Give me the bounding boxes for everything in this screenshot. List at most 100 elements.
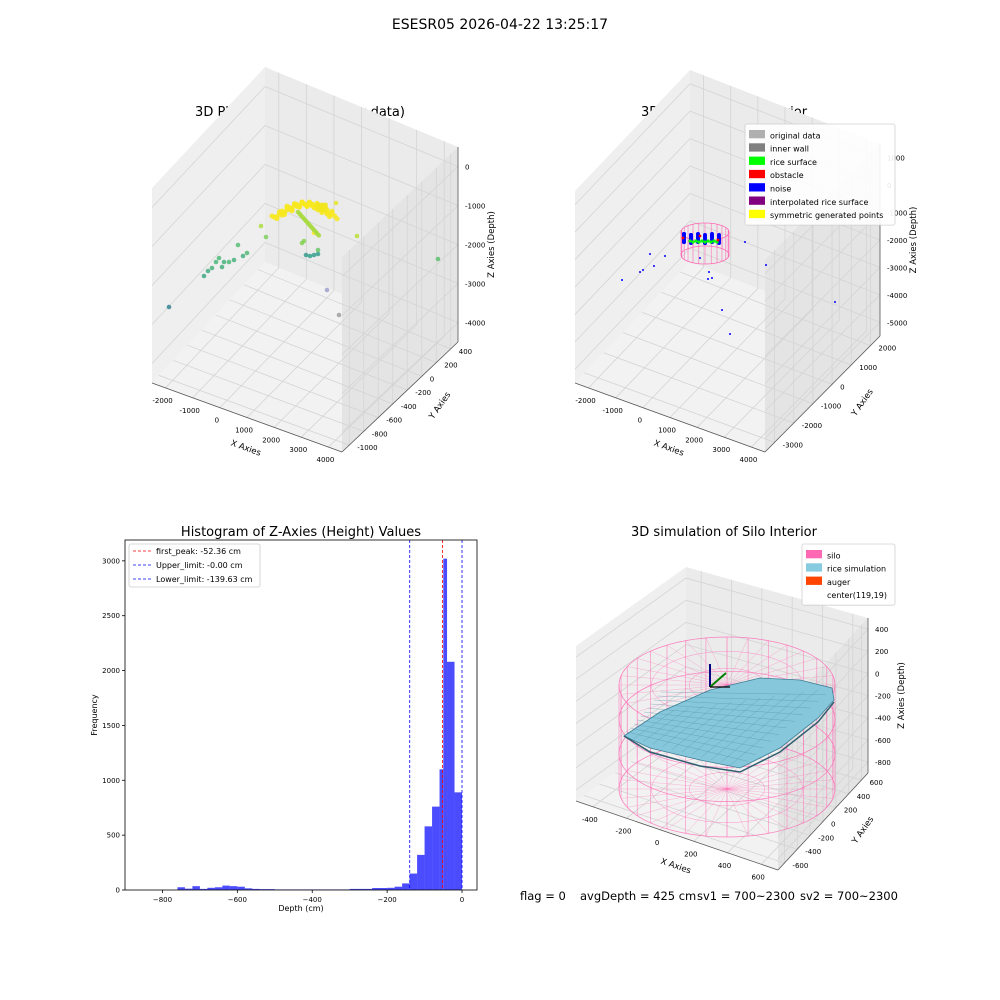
sim-silo-spoke — [627, 770, 728, 790]
cls-rice-surface-point — [703, 240, 707, 244]
histogram-bar — [222, 885, 230, 890]
cls-legend-label: inner wall — [770, 145, 809, 154]
histogram-y-tick-label: 3000 — [102, 557, 120, 565]
histogram-bar — [443, 558, 448, 890]
histogram-bar — [349, 888, 373, 890]
raw-data-point — [209, 265, 215, 271]
sim-surface-mesh — [643, 711, 788, 729]
raw-x-axis-label: X Axies — [229, 439, 262, 459]
raw-surface-point — [289, 205, 295, 211]
sim-legend-label: silo — [827, 551, 841, 560]
histogram-x-axis-label: Depth (cm) — [278, 904, 323, 913]
cls-legend-swatch — [749, 209, 765, 219]
raw-data-point — [354, 233, 360, 239]
cls-noise-point — [621, 279, 623, 281]
cls-x-axis-label: X Axies — [652, 439, 685, 459]
raw-data-point — [324, 287, 330, 293]
sim-surface-mesh — [701, 695, 775, 758]
histogram-y-tick-label: 500 — [107, 832, 120, 840]
cls-noise-point — [710, 234, 714, 238]
sim-x-gridline — [727, 605, 823, 854]
histogram-bar — [214, 887, 223, 890]
cls-z-tick-label: -3000 — [887, 264, 907, 272]
raw-y-tick-label: 200 — [444, 362, 457, 370]
cls-noise-point — [653, 265, 655, 267]
sim-surface-mesh — [660, 691, 827, 695]
raw-y-tick-label: -800 — [372, 430, 388, 438]
raw-data-point — [213, 259, 219, 265]
avg-depth-text: avgDepth = 425 cm — [580, 889, 697, 903]
sim-z-tick-label: -800 — [875, 759, 891, 767]
histogram-bar — [424, 826, 433, 890]
histogram-x-tick-label: 0 — [460, 896, 464, 904]
cls-y-tick-label: -1000 — [821, 403, 841, 411]
raw-data-point — [258, 223, 264, 229]
sim-silo-spoke — [637, 658, 728, 686]
histogram-bar — [387, 887, 395, 890]
raw-z-tick-label: -4000 — [465, 320, 485, 328]
cls-noise-point — [711, 277, 713, 279]
cls-rice-surface-point — [691, 240, 695, 244]
cls-x-gridline — [588, 75, 704, 389]
histogram-title: Histogram of Z-Axies (Height) Values — [181, 525, 421, 540]
cls-z-tick-label: -2000 — [887, 237, 907, 245]
sim-silo-spoke — [726, 637, 749, 686]
sim-surface-mesh — [657, 695, 819, 702]
sim-silo-spoke — [637, 762, 728, 790]
sim-z-tick-label: -600 — [875, 737, 891, 745]
cls-noise-point — [696, 236, 700, 240]
histogram-legend-label: Upper_limit: -0.00 cm — [156, 561, 243, 570]
cls-rice-surface-point — [712, 239, 716, 243]
histogram-bar — [454, 792, 463, 890]
histogram-x-tick-label: −600 — [228, 896, 247, 904]
cls-rice-surface-point — [709, 240, 713, 244]
sim-surface-mesh — [681, 699, 747, 753]
sim-surface-mesh — [730, 689, 818, 766]
raw-data-panel: 3D Plot of Silo Interior(row data)-2000-… — [151, 67, 497, 464]
sim-silo-spoke — [726, 770, 827, 790]
cls-legend-box — [744, 123, 896, 226]
figure-suptitle: ESESR05 2026-04-22 13:25:17 — [391, 17, 609, 33]
sim-y-tick-label: 200 — [844, 807, 857, 815]
histogram-y-axis-label: Frequency — [90, 694, 99, 736]
sim-silo-spoke — [705, 637, 728, 686]
raw-data-point — [299, 240, 305, 246]
raw-x-tick-label: 3000 — [289, 446, 307, 454]
histogram-y-tick-label: 1500 — [102, 722, 120, 730]
cls-legend-label: interpolated rice surface — [770, 198, 868, 207]
histogram-bar — [394, 886, 403, 890]
cls-z-axis-label: Z Axies (Depth) — [909, 207, 919, 274]
raw-x-gridline — [301, 129, 418, 438]
sim-y-tick-label: -200 — [818, 834, 834, 842]
sim-legend-swatch — [806, 550, 822, 559]
cls-silo-bottom-ring — [680, 245, 730, 265]
histogram-bar — [409, 873, 418, 890]
histogram-bar — [229, 886, 238, 890]
raw-x-gridline — [165, 72, 280, 389]
cls-obstacle-point — [681, 236, 685, 240]
classify-panel: 3D classify of Silo Interior-2000-100001… — [574, 70, 919, 464]
cls-y-tick-label: -2000 — [802, 422, 822, 430]
histogram-bar — [184, 888, 193, 890]
cls-noise-point — [642, 269, 644, 271]
sim-x-gridline — [760, 613, 854, 865]
sim-z-gridline — [575, 577, 869, 727]
cls-y-tick-label: 0 — [840, 383, 844, 391]
cls-x-tick-label: 4000 — [740, 456, 758, 464]
cls-y-tick-label: 2000 — [878, 345, 896, 353]
raw-z-tick-label: 0 — [465, 164, 469, 172]
sv2-text: sv2 = 700~2300 — [800, 889, 898, 903]
raw-x-gridline — [192, 84, 307, 399]
flag-text: flag = 0 — [520, 889, 566, 903]
sim-silo-spoke — [666, 788, 728, 830]
cls-y-tick-label: -3000 — [783, 441, 803, 449]
raw-y-tick-label: -400 — [401, 403, 417, 411]
cls-legend-label: original data — [770, 131, 821, 140]
raw-y-tick-label: 400 — [459, 348, 472, 356]
sim-surface-mesh — [650, 703, 803, 715]
cls-legend-label: symmetric generated points — [770, 211, 883, 220]
sim-silo-spoke — [637, 788, 728, 816]
cls-z-tick-label: -1000 — [887, 210, 907, 218]
cls-z-tick-label: 1000 — [887, 155, 905, 163]
cls-obstacle-point — [698, 234, 702, 238]
